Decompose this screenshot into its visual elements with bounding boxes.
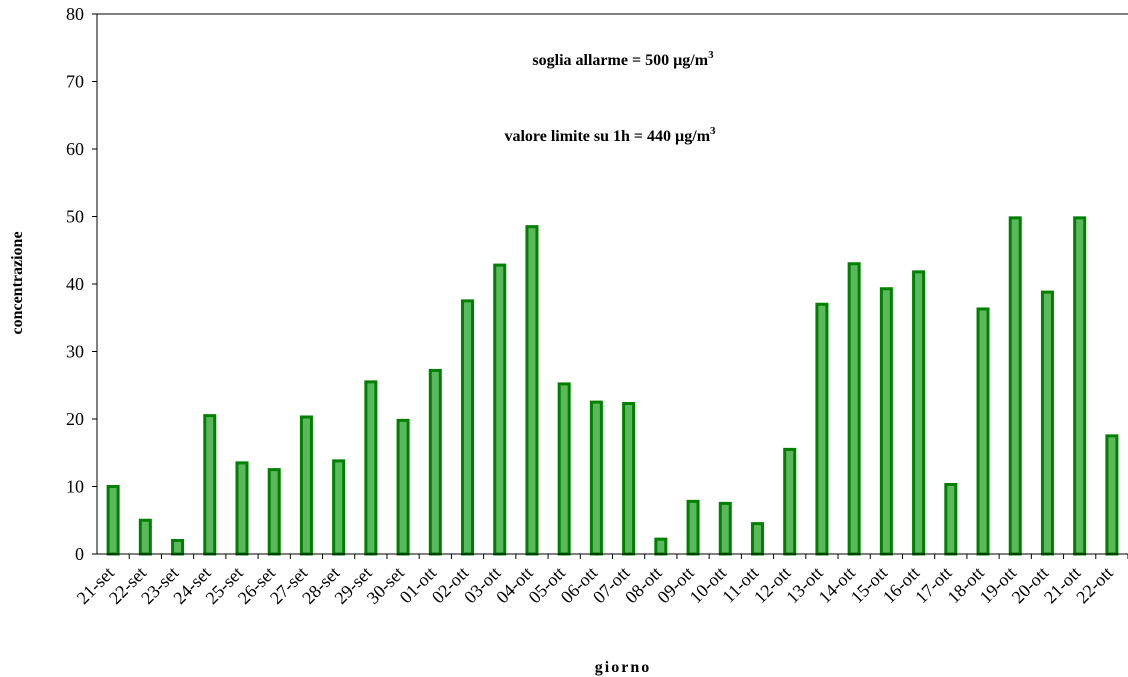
y-tick-label: 20: [66, 409, 84, 429]
bar: [847, 262, 861, 556]
x-tick-label: 13-ott: [782, 563, 827, 608]
bar: [589, 400, 603, 556]
x-tick-label: 07-ott: [589, 563, 634, 608]
x-tick-label: 19-ott: [976, 563, 1021, 608]
y-tick-label: 30: [66, 342, 84, 362]
y-tick-label: 10: [66, 477, 84, 497]
x-tick-label: 15-ott: [847, 563, 892, 608]
bar: [718, 501, 732, 556]
y-tick-label: 0: [75, 544, 84, 564]
bar: [332, 459, 346, 556]
x-tick-label: 17-ott: [911, 563, 956, 608]
bar: [944, 482, 958, 556]
x-tick-label: 05-ott: [524, 563, 569, 608]
bar: [106, 485, 120, 556]
bar: [364, 380, 378, 556]
x-axis-title: giorno: [595, 659, 651, 676]
y-tick-label: 40: [66, 274, 84, 294]
x-tick-label: 09-ott: [653, 563, 698, 608]
y-tick-label: 50: [66, 207, 84, 227]
x-tick-label: 12-ott: [750, 563, 795, 608]
annotation-hourly-limit: valore limite su 1h = 440 µg/m3: [504, 125, 716, 145]
bar: [1008, 216, 1022, 556]
y-tick-label: 80: [66, 4, 84, 24]
x-tick-label: 10-ott: [686, 563, 731, 608]
bar: [267, 468, 281, 556]
bar: [686, 499, 700, 556]
annotation-alarm-threshold: soglia allarme = 500 µg/m3: [532, 49, 714, 69]
y-tick-label: 60: [66, 139, 84, 159]
x-tick-label: 06-ott: [557, 563, 602, 608]
x-tick-label: 18-ott: [943, 563, 988, 608]
bar: [1105, 434, 1119, 556]
x-tick-label: 04-ott: [492, 563, 537, 608]
bar: [396, 418, 410, 556]
y-axis-title: concentrazione: [9, 231, 26, 334]
bar: [299, 415, 313, 556]
bar: [461, 299, 475, 556]
x-tick-label: 14-ott: [814, 563, 859, 608]
x-tick-label: 08-ott: [621, 563, 666, 608]
bars-layer: [106, 216, 1119, 556]
x-tick-label: 16-ott: [879, 563, 924, 608]
bar: [654, 537, 668, 556]
bar: [912, 270, 926, 556]
bar: [783, 447, 797, 556]
bar: [525, 225, 539, 556]
x-tick-label: 22-ott: [1072, 563, 1117, 608]
bar: [557, 382, 571, 556]
x-tick-label: 03-ott: [460, 563, 505, 608]
bar: [750, 522, 764, 556]
x-tick-label: 02-ott: [428, 563, 473, 608]
bar: [235, 461, 249, 556]
y-tick-label: 70: [66, 72, 84, 92]
bar: [879, 287, 893, 556]
bar: [815, 302, 829, 556]
annotation-layer: soglia allarme = 500 µg/m3 valore limite…: [504, 49, 716, 145]
bar: [203, 414, 217, 556]
x-tick-label: 01-ott: [396, 563, 441, 608]
x-tick-label: 30-set: [363, 563, 408, 608]
bar: [976, 307, 990, 556]
bar: [1073, 216, 1087, 556]
bar: [1040, 290, 1054, 556]
bar: [428, 368, 442, 556]
bar: [493, 263, 507, 556]
bar: [171, 539, 185, 556]
bar: [622, 401, 636, 556]
x-tick-label: 20-ott: [1008, 563, 1053, 608]
x-tick-label: 21-ott: [1040, 563, 1085, 608]
bar: [138, 518, 152, 556]
